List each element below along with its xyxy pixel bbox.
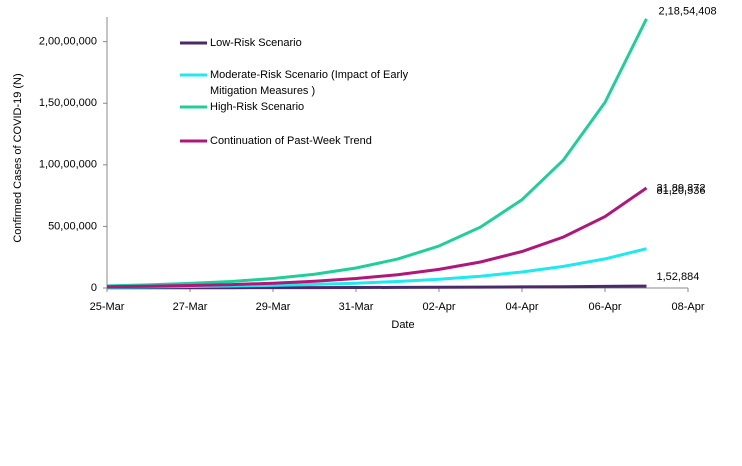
series-line (106, 186, 648, 289)
y-tick-label: 2,00,00,000 (39, 36, 97, 48)
data-label: 31,89,372 (657, 183, 706, 195)
legend-label: Moderate-Risk Scenario (Impact of Early … (210, 69, 409, 97)
x-tick-label: 04-Apr (505, 301, 538, 313)
data-label: 2,18,54,408 (659, 6, 717, 18)
legend-label: Low-Risk Scenario (210, 37, 302, 49)
y-tick-label: 1,00,00,000 (39, 159, 97, 171)
x-tick-label: 06-Apr (588, 301, 621, 313)
x-tick-label: 25-Mar (90, 301, 125, 313)
x-axis-label: Date (391, 319, 414, 331)
y-axis-label: Confirmed Cases of COVID-19 (N) (12, 73, 24, 242)
series-line (106, 18, 648, 288)
legend-label: Continuation of Past-Week Trend (210, 135, 372, 147)
y-tick-label: 50,00,000 (48, 220, 97, 232)
x-tick-label: 02-Apr (422, 301, 455, 313)
data-label: 81,20,536 (657, 185, 706, 197)
x-tick-label: 31-Mar (339, 301, 374, 313)
x-tick-label: 29-Mar (256, 301, 291, 313)
legend-label: High-Risk Scenario (210, 101, 305, 113)
data-label: 1,52,884 (657, 271, 700, 283)
x-tick-label: 27-Mar (173, 301, 208, 313)
y-tick-label: 1,50,00,000 (39, 97, 97, 109)
series-line (106, 247, 647, 289)
y-tick-label: 0 (91, 282, 97, 294)
x-tick-label: 08-Apr (671, 301, 704, 313)
